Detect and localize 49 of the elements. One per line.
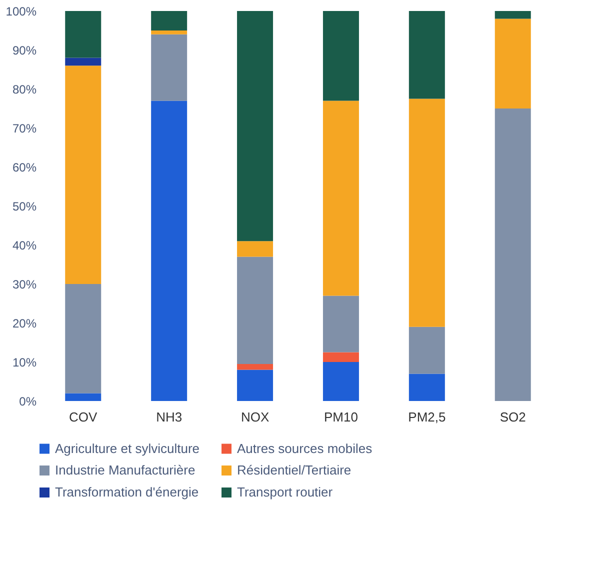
bar xyxy=(408,374,445,401)
bar xyxy=(237,256,274,364)
legend-label: Transformation d'énergie xyxy=(55,484,199,500)
y-tick-label: 40% xyxy=(12,238,37,252)
legend-label: Agriculture et sylviculture xyxy=(55,440,200,456)
bar xyxy=(408,326,445,374)
x-tick-label: NH3 xyxy=(156,410,182,424)
y-tick-label: 60% xyxy=(12,160,37,174)
x-tick-label: COV xyxy=(69,410,98,424)
bar xyxy=(237,11,274,242)
x-tick-label: NOX xyxy=(240,410,270,424)
bar xyxy=(237,364,274,370)
y-tick-label: 20% xyxy=(12,316,37,330)
x-tick-label: SO2 xyxy=(500,410,526,424)
bar xyxy=(494,18,531,108)
bar xyxy=(237,241,274,257)
y-tick-label: 50% xyxy=(12,200,37,214)
y-tick-label: 90% xyxy=(12,44,37,58)
bar xyxy=(65,11,102,58)
bar xyxy=(151,11,188,30)
bar xyxy=(494,11,531,19)
y-tick-label: 10% xyxy=(12,356,37,370)
bar xyxy=(322,296,359,352)
x-tick-label: PM10 xyxy=(324,410,358,424)
bar xyxy=(408,98,445,327)
bar xyxy=(65,393,102,401)
bar xyxy=(322,362,359,401)
y-tick-label: 80% xyxy=(12,82,37,96)
bar xyxy=(65,58,102,66)
y-tick-label: 0% xyxy=(19,394,37,408)
bar xyxy=(408,11,445,99)
bar xyxy=(65,66,102,284)
legend-label: Industrie Manufacturière xyxy=(55,462,196,478)
legend-label: Résidentiel/Tertiaire xyxy=(237,462,352,478)
y-tick-label: 30% xyxy=(12,278,37,292)
legend-label: Transport routier xyxy=(237,484,334,500)
bar xyxy=(151,100,188,401)
bar xyxy=(151,30,188,34)
bar xyxy=(322,100,359,296)
bar xyxy=(151,34,188,101)
bar xyxy=(322,352,359,362)
bar xyxy=(322,11,359,101)
y-tick-label: 100% xyxy=(6,4,37,18)
bar xyxy=(494,108,531,401)
bar xyxy=(65,284,102,394)
bar xyxy=(237,370,274,401)
x-tick-label: PM2,5 xyxy=(408,410,446,424)
y-tick-label: 70% xyxy=(12,122,37,136)
legend-label: Autres sources mobiles xyxy=(237,440,373,456)
